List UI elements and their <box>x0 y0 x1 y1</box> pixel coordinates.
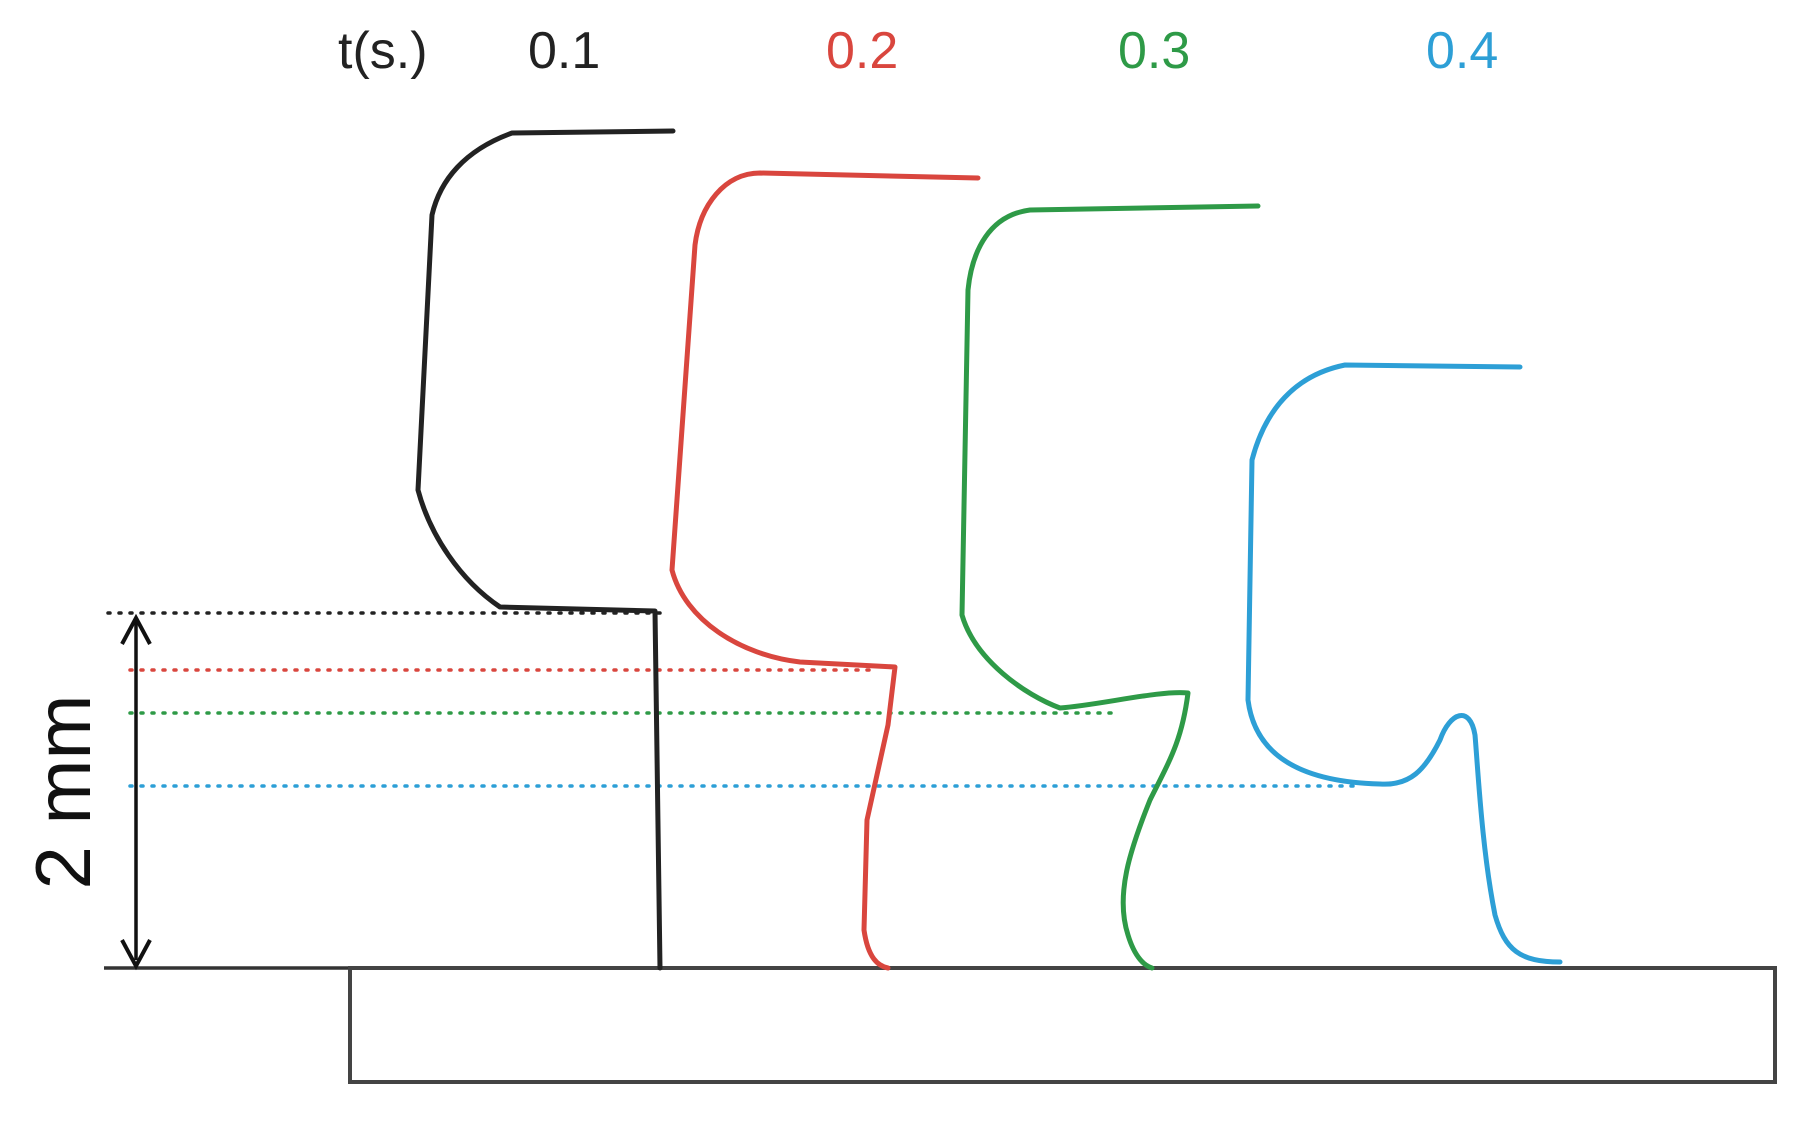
profile-curve-0-2 <box>669 170 981 971</box>
time-label-0-3: 0.3 <box>1118 22 1190 80</box>
time-label-0-1: 0.1 <box>528 22 600 80</box>
profile-curve-0-1 <box>415 128 676 971</box>
scale-bar-label: 2 mm <box>19 695 107 890</box>
scale-bar-arrowhead-top <box>120 613 152 645</box>
time-label-0-2: 0.2 <box>826 22 898 80</box>
time-axis-label: t(s.) <box>338 22 428 80</box>
scale-bar-arrowhead-bottom <box>120 939 152 971</box>
profile-curve-0-4 <box>1245 362 1563 965</box>
profile-curve-0-3 <box>959 203 1261 971</box>
time-label-0-4: 0.4 <box>1426 22 1498 80</box>
substrate-plate <box>348 966 1777 1084</box>
